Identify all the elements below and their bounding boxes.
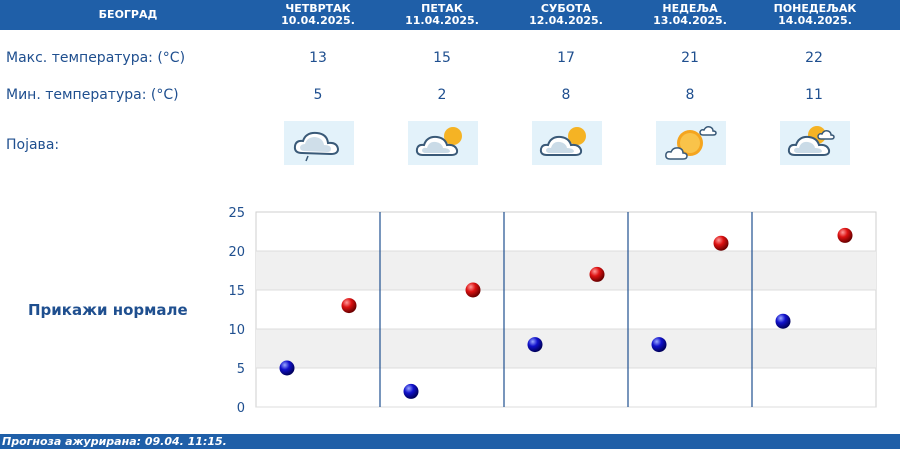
min-temp-marker [651, 337, 667, 353]
max-temp-value: 15 [433, 50, 451, 66]
day-date: 11.04.2025. [405, 14, 479, 27]
min-temp-marker [279, 360, 295, 376]
temperature-chart: 0 5 10 15 20 25 [228, 206, 877, 416]
min-temp-marker [527, 337, 543, 353]
max-temp-marker [465, 282, 481, 298]
mostly-sunny-icon [656, 121, 726, 165]
forecast-header: БЕОГРАД ЧЕТВРТАК 10.04.2025. ПЕТАК 11.04… [0, 0, 900, 30]
day-header-4: НЕДЕЉА 13.04.2025. [628, 0, 752, 30]
partly-cloudy-icon [532, 121, 602, 165]
y-tick-label: 10 [228, 323, 245, 338]
min-temp-value: 8 [685, 87, 695, 103]
min-temp-marker [403, 383, 419, 399]
min-temp-value: 8 [561, 87, 571, 103]
max-temp-value: 13 [309, 50, 327, 66]
y-tick-label: 20 [228, 245, 245, 260]
y-tick-label: 15 [228, 284, 245, 299]
min-temp-value: 5 [313, 87, 323, 103]
day-date: 14.04.2025. [778, 14, 852, 27]
max-temp-label: Макс. температура: (°C) [6, 50, 186, 66]
cloud-drizzle-icon [284, 121, 354, 165]
day-header-5: ПОНЕДЕЉАК 14.04.2025. [752, 0, 878, 30]
day-name: НЕДЕЉА [662, 2, 718, 15]
max-temp-marker [589, 266, 605, 282]
day-name: ПЕТАК [421, 2, 463, 15]
day-name: СУБОТА [540, 2, 592, 15]
show-normals-link[interactable]: Прикажи нормале [28, 301, 188, 319]
day-date: 10.04.2025. [281, 14, 355, 27]
max-temp-value: 17 [557, 50, 575, 66]
min-temp-value: 2 [437, 87, 447, 103]
max-temp-marker [713, 235, 729, 251]
max-temp-value: 22 [805, 50, 823, 66]
min-temp-label: Мин. температура: (°C) [6, 87, 179, 103]
day-header-3: СУБОТА 12.04.2025. [504, 0, 628, 30]
day-header-1: ЧЕТВРТАК 10.04.2025. [256, 0, 380, 30]
day-header-2: ПЕТАК 11.04.2025. [380, 0, 504, 30]
partly-cloudy-icon [780, 121, 850, 165]
day-date: 12.04.2025. [529, 14, 603, 27]
plot-area [255, 211, 877, 408]
day-name: ПОНЕДЕЉАК [773, 2, 857, 15]
grid-band [256, 251, 876, 290]
min-temp-value: 11 [805, 87, 823, 103]
day-date: 13.04.2025. [653, 14, 727, 27]
partly-cloudy-icon [408, 121, 478, 165]
y-tick-label: 0 [237, 401, 245, 416]
city-name: БЕОГРАД [98, 8, 158, 21]
phenomenon-label: Појава: [6, 137, 60, 153]
max-temp-marker [837, 227, 853, 243]
max-temp-value: 21 [681, 50, 699, 66]
y-tick-label: 5 [237, 362, 245, 377]
min-temp-marker [775, 313, 791, 329]
day-name: ЧЕТВРТАК [285, 2, 351, 15]
y-tick-label: 25 [228, 206, 245, 221]
grid-band [256, 329, 876, 368]
max-temp-marker [341, 298, 357, 314]
forecast-updated-footer: Прогноза ажурирана: 09.04. 11:15. [0, 434, 900, 449]
